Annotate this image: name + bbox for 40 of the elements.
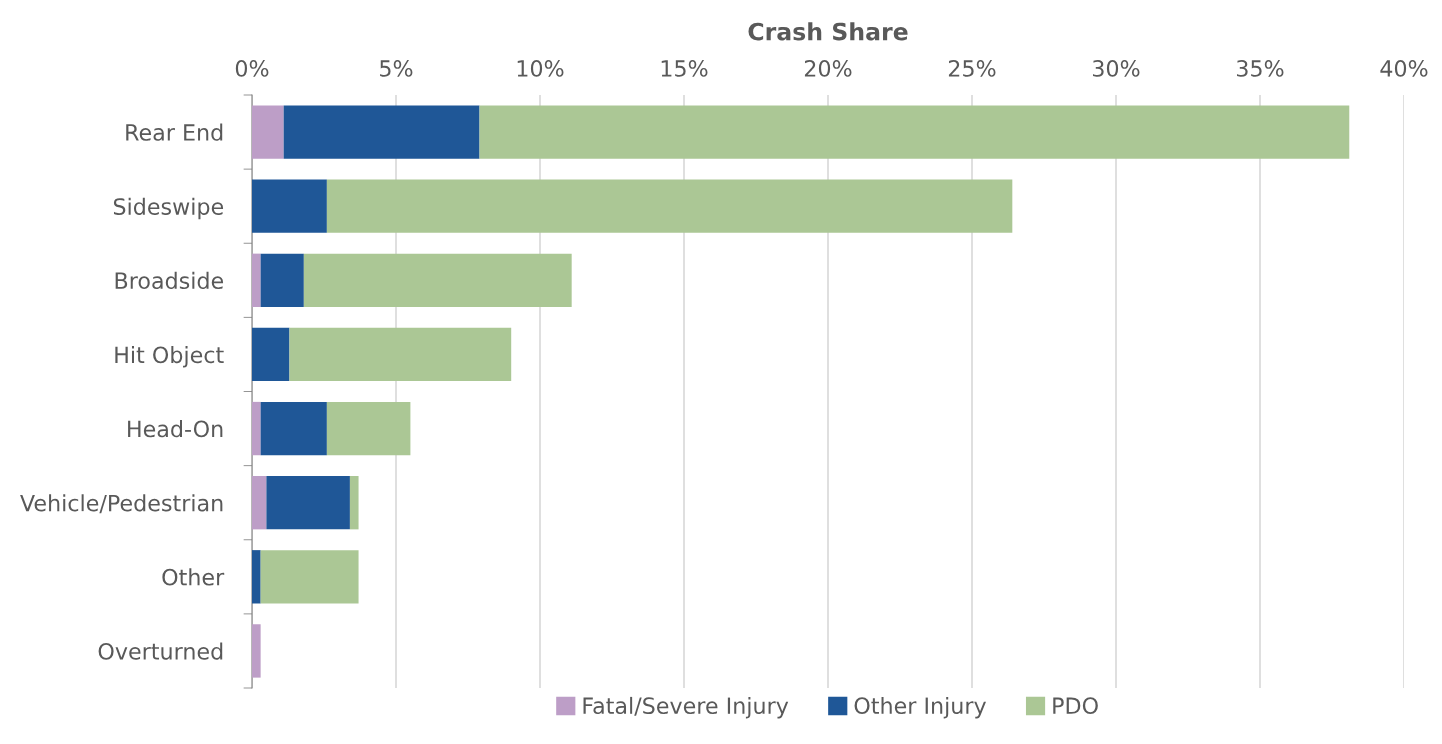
x-axis-title: Crash Share bbox=[748, 22, 908, 41]
bar bbox=[479, 105, 1350, 159]
bar bbox=[266, 476, 350, 530]
y-tick-label: Vehicle/Pedestrian bbox=[20, 494, 223, 514]
bar bbox=[260, 253, 304, 307]
x-tick-label: 20% bbox=[804, 60, 852, 77]
bar bbox=[326, 401, 411, 456]
bar bbox=[252, 401, 261, 456]
y-tick-label: Broadside bbox=[115, 271, 224, 290]
bar bbox=[252, 327, 290, 382]
bar bbox=[283, 105, 480, 159]
bar bbox=[252, 550, 261, 604]
bar bbox=[252, 105, 284, 159]
legend-label: Other Injury bbox=[854, 696, 986, 719]
y-tick-label: Rear End bbox=[126, 123, 223, 141]
x-tick-label: 30% bbox=[1093, 60, 1140, 77]
bar bbox=[303, 253, 572, 307]
y-tick-label: Sideswipe bbox=[113, 197, 224, 220]
y-tick-label: Other bbox=[162, 568, 225, 586]
bar bbox=[252, 253, 261, 307]
bar bbox=[326, 179, 1013, 233]
bar bbox=[252, 179, 327, 233]
bar bbox=[252, 476, 267, 530]
x-tick-label: 0% bbox=[235, 60, 269, 77]
x-tick-label: 40% bbox=[1380, 60, 1428, 77]
y-tick-label: Overturned bbox=[98, 642, 223, 660]
y-tick-label: Head-On bbox=[128, 420, 223, 438]
x-tick-label: 25% bbox=[948, 60, 996, 77]
x-tick-label: 5% bbox=[380, 60, 413, 77]
bar bbox=[289, 327, 512, 382]
legend-label: Fatal/Severe Injury bbox=[583, 696, 789, 719]
bar bbox=[260, 550, 359, 604]
bar bbox=[349, 476, 359, 530]
legend-label: PDO bbox=[1053, 697, 1098, 715]
y-tick-label: Hit Object bbox=[115, 345, 224, 368]
x-tick-label: 15% bbox=[661, 60, 708, 77]
x-tick-label: 35% bbox=[1237, 60, 1284, 77]
bar bbox=[260, 401, 327, 456]
bar bbox=[252, 624, 261, 678]
x-tick-label: 10% bbox=[517, 60, 564, 77]
